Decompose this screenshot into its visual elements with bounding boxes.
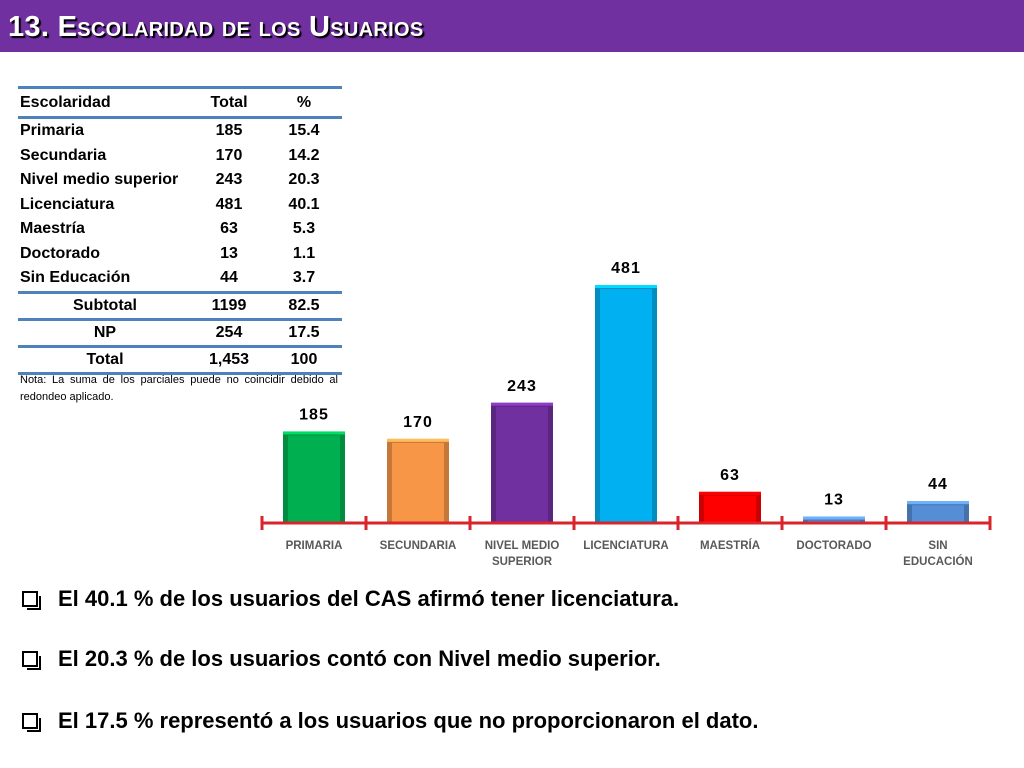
- table-cell-total: 243: [215, 171, 243, 189]
- data-label-6: 44: [928, 476, 948, 493]
- category-label-4: MAESTRÍA: [700, 539, 760, 552]
- data-label-5: 13: [824, 492, 844, 509]
- bar-top-5: [803, 516, 865, 520]
- bar-face-2: [496, 406, 548, 523]
- bar-face-6: [912, 505, 964, 523]
- data-label-2: 243: [507, 378, 537, 395]
- bar-top-4: [699, 491, 761, 495]
- table-cell-percent: 5.3: [292, 220, 316, 238]
- bar-5: [803, 516, 865, 523]
- education-table: Escolaridad Total % Primaria 185 15.4 Se…: [18, 86, 342, 375]
- table-cell-total: 170: [215, 146, 243, 164]
- bar-top-2: [491, 402, 553, 406]
- data-label-3: 481: [611, 260, 641, 277]
- table-cell-total: 185: [215, 122, 243, 140]
- table-cell-label: NP: [18, 317, 192, 346]
- table-row: Doctorado 13 1.1: [18, 242, 342, 267]
- page-title: 13. Escolaridad de los Usuarios: [8, 11, 424, 43]
- table-cell-total: 44: [220, 269, 238, 287]
- table-cell-percent: 17.5: [266, 317, 342, 346]
- table-cell-percent: 1.1: [292, 244, 316, 262]
- table-cell-label: Maestría: [20, 220, 85, 238]
- table-cell-label: Licenciatura: [20, 195, 115, 213]
- table-cell-percent: 15.4: [288, 122, 320, 140]
- table-cell-percent: 14.2: [288, 146, 320, 164]
- checkbox-bullet-icon: [22, 713, 41, 732]
- table-header-percent: %: [266, 86, 342, 119]
- table-row-total: Total 1,453 100: [18, 344, 342, 375]
- bullet-text: El 17.5 % representó a los usuarios que …: [58, 708, 759, 733]
- bar-top-6: [907, 501, 969, 505]
- bullet-item: El 20.3 % de los usuarios contó con Nive…: [22, 646, 661, 672]
- bar-face-1: [392, 442, 444, 523]
- bullet-text: El 40.1 % de los usuarios del CAS afirmó…: [58, 586, 680, 611]
- table-row: Primaria 185 15.4: [18, 118, 342, 144]
- table-note: Nota: La suma de los parciales puede no …: [20, 374, 338, 403]
- table-row: Secundaria 170 14.2: [18, 144, 342, 169]
- bar-face-3: [600, 289, 652, 523]
- table-row: Licenciatura 481 40.1: [18, 193, 342, 218]
- table-cell-label: Sin Educación: [20, 269, 131, 287]
- category-label-2: NIVEL MEDIO SUPERIOR: [485, 540, 560, 568]
- table-row-subtotal: Subtotal 1199 82.5: [18, 290, 342, 319]
- table-cell-total: 254: [192, 317, 266, 346]
- bar-top-1: [387, 438, 449, 442]
- table-cell-total: 63: [220, 220, 238, 238]
- table-cell-label: Subtotal: [18, 290, 192, 319]
- table-cell-label: Total: [18, 344, 192, 375]
- data-label-1: 170: [403, 414, 433, 431]
- table-row: Maestría 63 5.3: [18, 217, 342, 242]
- table-cell-total: 481: [215, 195, 243, 213]
- table-cell-label: Doctorado: [20, 244, 100, 262]
- table-cell-total: 13: [220, 244, 238, 262]
- data-label-0: 185: [299, 406, 329, 423]
- bar-top-0: [283, 431, 345, 435]
- bullet-item: El 17.5 % representó a los usuarios que …: [22, 708, 759, 734]
- table-cell-label: Nivel medio superior: [20, 171, 179, 189]
- bar-top-3: [595, 285, 657, 288]
- table-header-education: Escolaridad: [18, 86, 192, 119]
- bullet-item: El 40.1 % de los usuarios del CAS afirmó…: [22, 586, 679, 612]
- bar-face-4: [704, 495, 756, 523]
- table-cell-percent: 82.5: [266, 290, 342, 319]
- category-label-5: DOCTORADO: [796, 540, 871, 552]
- category-label-3: LICENCIATURA: [583, 540, 668, 552]
- category-label-0: PRIMARIA: [286, 540, 343, 552]
- category-label-6: SIN EDUCACIÓN: [903, 540, 973, 568]
- checkbox-bullet-icon: [22, 651, 41, 670]
- bullet-text: El 20.3 % de los usuarios contó con Nive…: [58, 646, 661, 671]
- education-bar-chart: 185 170 243 481 63 13 44 PRIMARIA SECUNDARIA NIVE…: [260, 260, 992, 568]
- category-label-1: SECUNDARIA: [380, 540, 457, 552]
- table-cell-label: Primaria: [20, 122, 85, 140]
- checkbox-bullet-icon: [22, 591, 41, 610]
- table-header-row: Escolaridad Total %: [18, 86, 342, 119]
- table-row-np: NP 254 17.5: [18, 317, 342, 346]
- table-cell-percent: 40.1: [288, 195, 320, 213]
- table-cell-label: Secundaria: [20, 146, 107, 164]
- table-cell-percent: 20.3: [288, 171, 320, 189]
- data-label-4: 63: [720, 467, 740, 484]
- table-cell-percent: 100: [266, 344, 342, 375]
- table-row: Sin Educación 44 3.7: [18, 266, 342, 292]
- table-header-total: Total: [192, 86, 266, 119]
- table-cell-percent: 3.7: [292, 269, 316, 287]
- table-cell-total: 1199: [192, 290, 266, 319]
- title-bar: 13. Escolaridad de los Usuarios: [0, 0, 1024, 52]
- table-cell-total: 1,453: [192, 344, 266, 375]
- bar-face-0: [288, 435, 340, 523]
- table-row: Nivel medio superior 243 20.3: [18, 168, 342, 193]
